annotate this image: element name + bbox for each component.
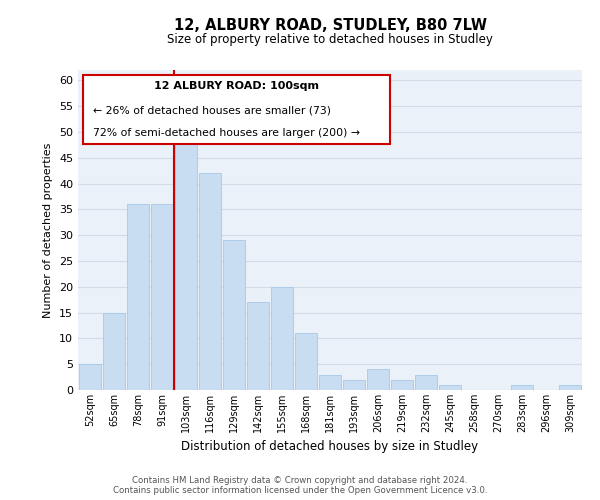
- Bar: [103, 312, 125, 390]
- Bar: [79, 364, 101, 390]
- Text: 12 ALBURY ROAD: 100sqm: 12 ALBURY ROAD: 100sqm: [154, 81, 319, 91]
- Bar: [439, 385, 461, 390]
- Y-axis label: Number of detached properties: Number of detached properties: [43, 142, 53, 318]
- X-axis label: Distribution of detached houses by size in Studley: Distribution of detached houses by size …: [181, 440, 479, 454]
- Bar: [295, 333, 317, 390]
- Bar: [127, 204, 149, 390]
- Bar: [559, 385, 581, 390]
- Text: Size of property relative to detached houses in Studley: Size of property relative to detached ho…: [167, 32, 493, 46]
- Text: Contains HM Land Registry data © Crown copyright and database right 2024.
Contai: Contains HM Land Registry data © Crown c…: [113, 476, 487, 495]
- Text: 12, ALBURY ROAD, STUDLEY, B80 7LW: 12, ALBURY ROAD, STUDLEY, B80 7LW: [173, 18, 487, 32]
- Bar: [343, 380, 365, 390]
- Bar: [511, 385, 533, 390]
- Bar: [271, 287, 293, 390]
- Text: 72% of semi-detached houses are larger (200) →: 72% of semi-detached houses are larger (…: [93, 128, 360, 138]
- Bar: [223, 240, 245, 390]
- Bar: [151, 204, 173, 390]
- Bar: [415, 374, 437, 390]
- Bar: [319, 374, 341, 390]
- Text: ← 26% of detached houses are smaller (73): ← 26% of detached houses are smaller (73…: [93, 105, 331, 115]
- Bar: [247, 302, 269, 390]
- Bar: [175, 132, 197, 390]
- FancyBboxPatch shape: [83, 75, 391, 144]
- Bar: [391, 380, 413, 390]
- Bar: [367, 370, 389, 390]
- Bar: [199, 173, 221, 390]
